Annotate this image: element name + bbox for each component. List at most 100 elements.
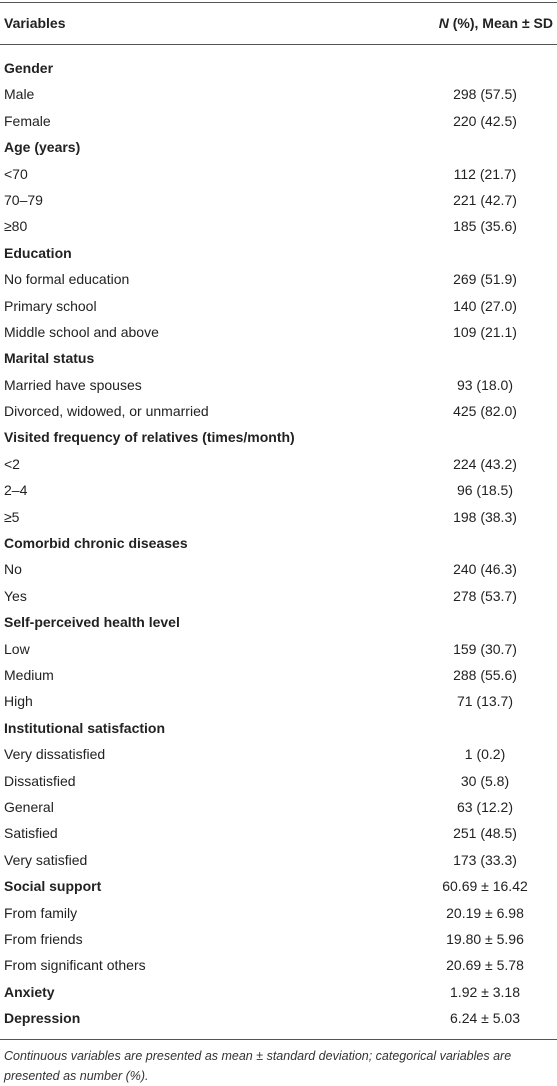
row-label: Primary school [4, 297, 97, 314]
row-value: 1.92 ± 3.18 [450, 983, 520, 1000]
row-label: Visited frequency of relatives (times/mo… [4, 429, 295, 446]
table-row: Low 159 (30.7) [0, 636, 557, 662]
row-label: Depression [4, 1010, 81, 1027]
row-value: 20.19 ± 6.98 [446, 904, 524, 921]
row-label: 2–4 [4, 482, 28, 499]
table-row: Dissatisfied 30 (5.8) [0, 768, 557, 794]
row-label: Medium [4, 666, 54, 683]
row-value: 93 (18.0) [456, 376, 514, 393]
footnote: Continuous variables are presented as me… [4, 1049, 512, 1083]
row-value: 224 (43.2) [453, 455, 517, 472]
header-label: Variables [4, 15, 66, 31]
table-row: Female 220 (42.5) [0, 108, 557, 134]
row-label: From friends [4, 930, 83, 947]
row-value: 288 (55.6) [453, 666, 517, 683]
row-label: From significant others [4, 957, 146, 974]
row-label: No formal education [4, 271, 130, 288]
table-row: Divorced, widowed, or unmarried 425 (82.0… [0, 398, 557, 424]
row-value: 173 (33.3) [453, 851, 517, 868]
row-label: ≥5 [4, 508, 20, 525]
row-label: Very dissatisfied [4, 746, 106, 763]
table-row: Primary school 140 (27.0) [0, 293, 557, 319]
row-value: 278 (53.7) [453, 587, 517, 604]
table-row: Age (years) [0, 134, 557, 160]
table-row: No 240 (46.3) [0, 556, 557, 582]
row-label: <2 [4, 455, 20, 472]
table-row: Social support 60.69 ± 16.42 [0, 873, 557, 899]
row-label: Female [4, 112, 51, 129]
row-value: 109 (21.1) [453, 323, 517, 340]
row-value: 140 (27.0) [453, 297, 517, 314]
table-row: Marital status [0, 345, 557, 371]
table-row: Visited frequency of relatives (times/mo… [0, 424, 557, 450]
table-row: Very satisfied 173 (33.3) [0, 847, 557, 873]
row-label: High [4, 693, 33, 710]
table-row: General 63 (12.2) [0, 794, 557, 820]
row-label: Social support [4, 878, 102, 895]
row-value: 20.69 ± 5.78 [446, 957, 524, 974]
row-label: Divorced, widowed, or unmarried [4, 403, 209, 420]
table-row: Male 298 (57.5) [0, 81, 557, 107]
row-label: Education [4, 244, 72, 261]
row-value: 298 (57.5) [453, 86, 517, 103]
table-row: Anxiety 1.92 ± 3.18 [0, 979, 557, 1005]
table-row: Comorbid chronic diseases [0, 530, 557, 556]
table: Variables N (%), Mean ± SD Gender Male 298… [0, 2, 557, 1041]
table-row: High 71 (13.7) [0, 688, 557, 714]
table-row: 2–4 96 (18.5) [0, 477, 557, 503]
table-header: Variables N (%), Mean ± SD [0, 3, 557, 45]
row-value: 71 (13.7) [456, 693, 514, 710]
table-row: From significant others 20.69 ± 5.78 [0, 952, 557, 978]
row-label: Male [4, 86, 35, 103]
row-label: ≥80 [4, 218, 28, 235]
table-row: Very dissatisfied 1 (0.2) [0, 741, 557, 767]
table-row: Gender [0, 55, 557, 81]
row-value: 221 (42.7) [453, 191, 517, 208]
row-value: 251 (48.5) [453, 825, 517, 842]
row-value: 269 (51.9) [453, 271, 517, 288]
table-row: ≥5 198 (38.3) [0, 504, 557, 530]
row-label: General [4, 798, 54, 815]
row-value: 6.24 ± 5.03 [450, 1010, 520, 1027]
row-value: 1 (0.2) [464, 746, 506, 763]
row-label: Self-perceived health level [4, 614, 180, 631]
row-value: 19.80 ± 5.96 [446, 930, 524, 947]
row-value: 112 (21.7) [453, 165, 517, 182]
row-label: Comorbid chronic diseases [4, 535, 188, 552]
row-value: 159 (30.7) [453, 640, 517, 657]
row-value: 185 (35.6) [453, 218, 517, 235]
row-label: No [4, 561, 22, 578]
row-label: Married have spouses [4, 376, 142, 393]
table-row: No formal education 269 (51.9) [0, 266, 557, 292]
row-label: Very satisfied [4, 851, 88, 868]
row-value: 220 (42.5) [453, 112, 517, 129]
table-row: Yes 278 (53.7) [0, 583, 557, 609]
table-row: ≥80 185 (35.6) [0, 213, 557, 239]
row-label: From family [4, 904, 78, 921]
row-label: Institutional satisfaction [4, 719, 166, 736]
table-body: Gender Male 298 (57.5) Female 220 (42.5) Age … [0, 45, 557, 1039]
row-label: Satisfied [4, 825, 58, 842]
table-row: Middle school and above 109 (21.1) [0, 319, 557, 345]
row-value: 60.69 ± 16.42 [442, 878, 528, 895]
table-row: <2 224 (43.2) [0, 451, 557, 477]
table-row: From family 20.19 ± 6.98 [0, 900, 557, 926]
header-value: N (%), Mean ± SD [439, 15, 553, 31]
table-row: Satisfied 251 (48.5) [0, 820, 557, 846]
row-value: 96 (18.5) [456, 482, 514, 499]
table-row: Medium 288 (55.6) [0, 662, 557, 688]
row-value: 63 (12.2) [456, 798, 514, 815]
row-label: Low [4, 640, 30, 657]
row-label: Yes [4, 587, 27, 604]
table-row: 70–79 221 (42.7) [0, 187, 557, 213]
header-rest: (%), Mean ± SD [448, 15, 553, 31]
row-value: 240 (46.3) [453, 561, 517, 578]
row-label: Middle school and above [4, 323, 159, 340]
header-italic: N [438, 15, 449, 31]
table-row: Self-perceived health level [0, 609, 557, 635]
row-label: Marital status [4, 350, 95, 367]
row-label: Gender [4, 60, 54, 76]
table-row: Married have spouses 93 (18.0) [0, 372, 557, 398]
table-row: Education [0, 240, 557, 266]
